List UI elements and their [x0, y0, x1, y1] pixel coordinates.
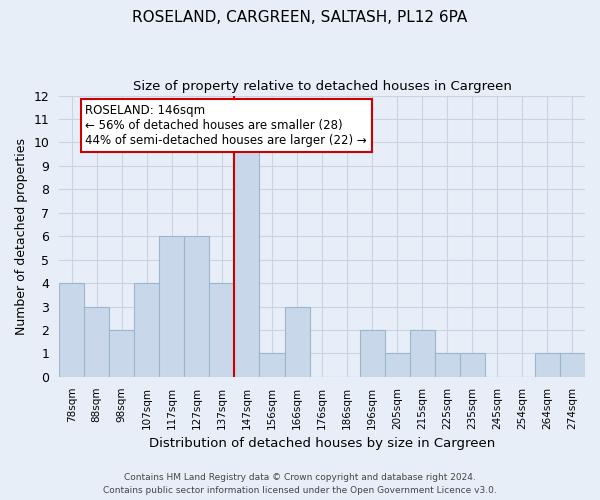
Bar: [284, 306, 310, 377]
Bar: [160, 236, 184, 377]
Bar: [385, 354, 410, 377]
Bar: [259, 354, 284, 377]
Bar: [359, 330, 385, 377]
Text: ROSELAND: 146sqm
← 56% of detached houses are smaller (28)
44% of semi-detached : ROSELAND: 146sqm ← 56% of detached house…: [85, 104, 367, 147]
Text: ROSELAND, CARGREEN, SALTASH, PL12 6PA: ROSELAND, CARGREEN, SALTASH, PL12 6PA: [133, 10, 467, 25]
Text: Contains HM Land Registry data © Crown copyright and database right 2024.
Contai: Contains HM Land Registry data © Crown c…: [103, 473, 497, 495]
X-axis label: Distribution of detached houses by size in Cargreen: Distribution of detached houses by size …: [149, 437, 495, 450]
Bar: [410, 330, 435, 377]
Bar: [435, 354, 460, 377]
Bar: [560, 354, 585, 377]
Title: Size of property relative to detached houses in Cargreen: Size of property relative to detached ho…: [133, 80, 512, 93]
Bar: [134, 283, 160, 377]
Bar: [209, 283, 235, 377]
Bar: [460, 354, 485, 377]
Bar: [84, 306, 109, 377]
Bar: [109, 330, 134, 377]
Y-axis label: Number of detached properties: Number of detached properties: [15, 138, 28, 334]
Bar: [235, 142, 259, 377]
Bar: [184, 236, 209, 377]
Bar: [59, 283, 84, 377]
Bar: [535, 354, 560, 377]
